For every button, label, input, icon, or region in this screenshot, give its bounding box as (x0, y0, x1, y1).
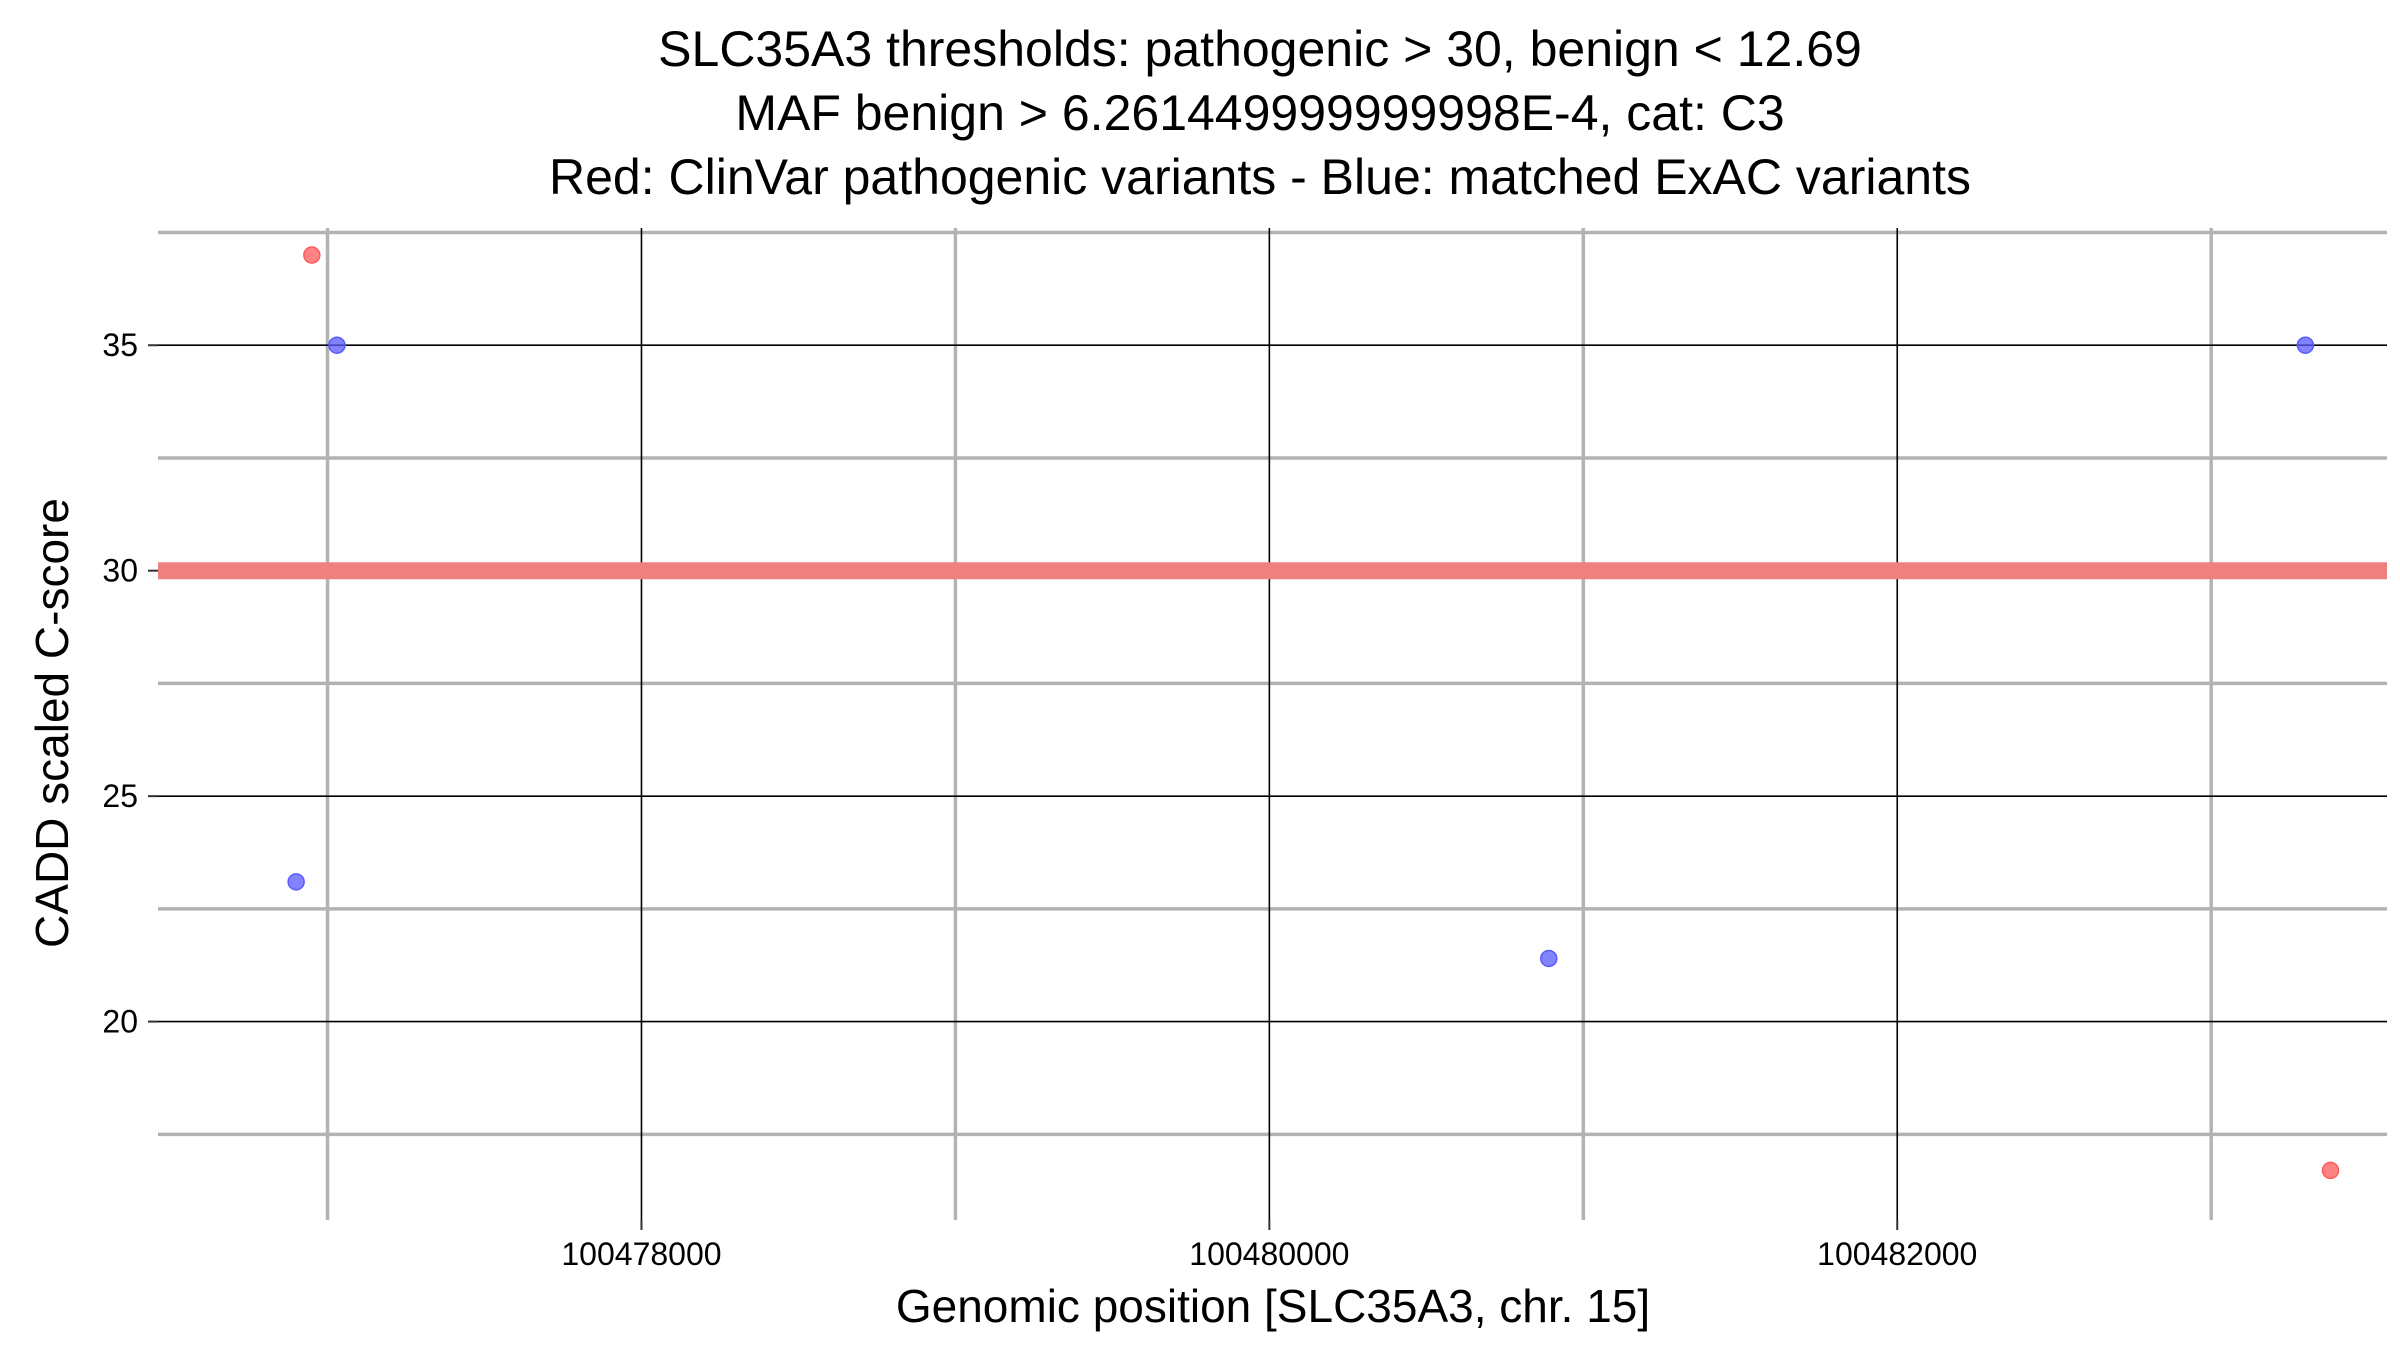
y-tick-label: 30 (102, 553, 138, 589)
y-tick-label: 20 (102, 1004, 138, 1040)
clinvar-pathogenic-variants-point (2321, 1161, 2340, 1180)
y-tick-label: 25 (102, 778, 138, 814)
matched-exac-variants-point (1540, 949, 1558, 968)
x-tick-label: 100480000 (1189, 1236, 1349, 1272)
minor-gridlines (158, 228, 2387, 1220)
title-line-2: MAF benign > 6.261449999999998E-4, cat: … (735, 85, 1784, 141)
title-line-1: SLC35A3 thresholds: pathogenic > 30, ben… (658, 21, 1862, 77)
tick-labels: 100478000 100480000 100482000 20 25 30 35 (102, 327, 1977, 1272)
clinvar-pathogenic-variants-point (303, 246, 321, 264)
major-gridlines (158, 228, 2387, 1220)
x-tick-label: 100478000 (561, 1236, 721, 1272)
title-line-3: Red: ClinVar pathogenic variants - Blue:… (549, 149, 1971, 205)
y-tick-label: 35 (102, 327, 138, 363)
matched-exac-variants-point (287, 873, 305, 891)
chart-title: SLC35A3 thresholds: pathogenic > 30, ben… (549, 21, 1971, 205)
x-axis-label: Genomic position [SLC35A3, chr. 15] (896, 1280, 1650, 1332)
axis-ticks (148, 344, 1899, 1230)
data-points (287, 246, 2340, 1180)
y-axis-label: CADD scaled C-score (26, 498, 78, 948)
matched-exac-variants-point (328, 336, 346, 354)
matched-exac-variants-point (2296, 336, 2315, 354)
x-tick-label: 100482000 (1817, 1236, 1977, 1272)
